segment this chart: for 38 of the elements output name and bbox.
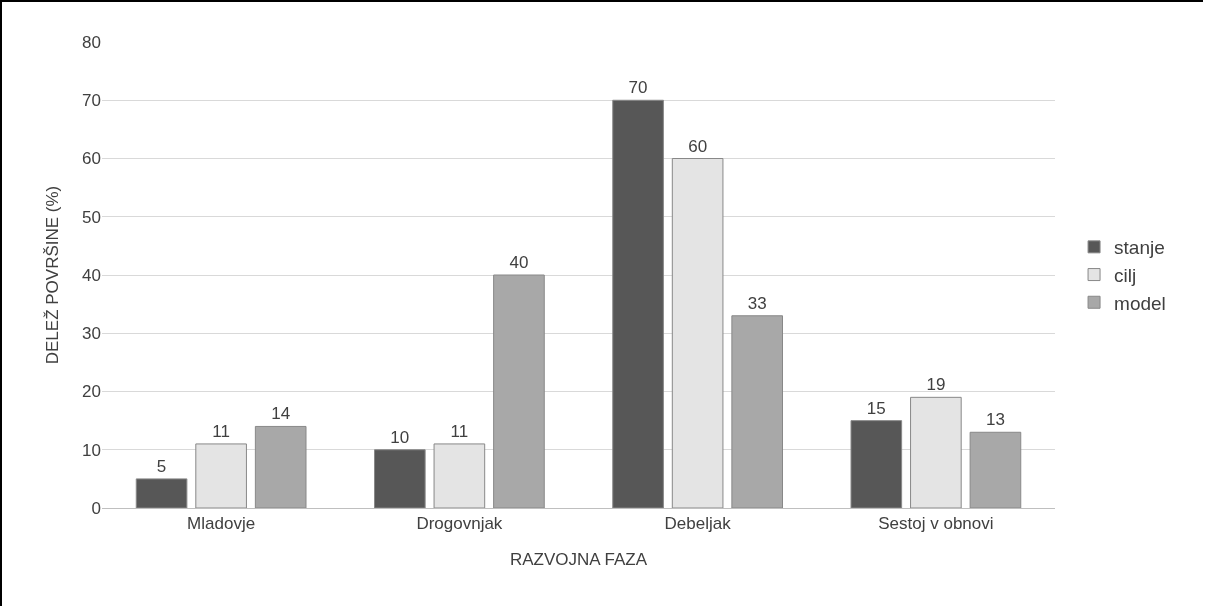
bar [731, 315, 783, 508]
x-axis-title: RAZVOJNA FAZA [510, 549, 648, 569]
data-label: 15 [866, 398, 886, 418]
data-label: 13 [985, 410, 1005, 430]
data-label: 14 [271, 404, 291, 424]
y-tick-label: 80 [82, 32, 101, 52]
x-tick-label: Sestoj v obnovi [878, 514, 994, 534]
legend-label: stanje [1114, 237, 1165, 259]
y-tick-label: 30 [82, 324, 101, 344]
data-label: 33 [747, 293, 767, 313]
data-label: 60 [688, 136, 708, 156]
x-tick-label: Mladovje [187, 514, 256, 534]
y-tick-label: 20 [82, 382, 101, 402]
x-tick-label: Drogovnjak [416, 514, 503, 534]
bar [612, 99, 664, 508]
legend-label: cilj [1114, 264, 1137, 286]
y-axis-title: DELEŽ POVRŠINE (%) [43, 185, 62, 365]
bar [493, 274, 545, 508]
data-label: 11 [450, 421, 469, 441]
y-tick-label: 70 [82, 91, 101, 111]
data-label: 40 [509, 253, 529, 272]
data-label: 19 [926, 375, 946, 395]
y-tick-label: 50 [82, 207, 101, 227]
data-label: 10 [390, 427, 410, 447]
legend-label: model [1114, 292, 1166, 314]
bar [969, 431, 1022, 508]
y-tick-label: 60 [82, 149, 101, 169]
bar [135, 478, 188, 508]
data-label: 70 [628, 78, 648, 98]
y-tick-label: 0 [91, 498, 101, 518]
data-label: 5 [156, 456, 167, 476]
y-tick-label: 40 [82, 265, 101, 285]
bar [374, 449, 426, 508]
x-tick-label: Debeljak [664, 514, 732, 534]
bar [254, 425, 307, 508]
bar [850, 420, 903, 508]
data-label: 11 [212, 421, 230, 441]
y-tick-label: 10 [82, 440, 101, 460]
